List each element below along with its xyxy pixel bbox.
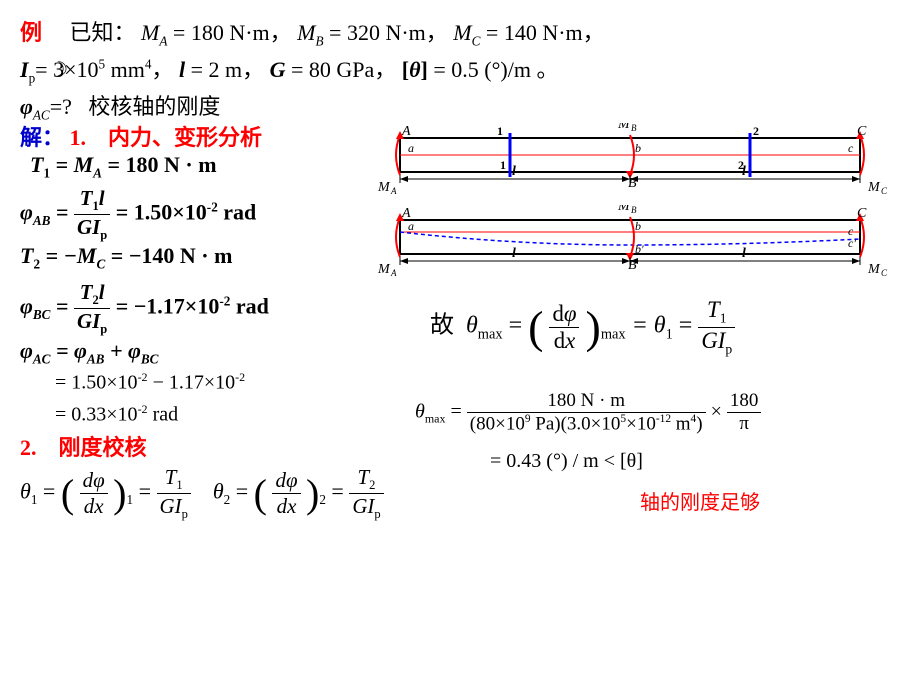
phiac-result: = 0.33×10-2 rad bbox=[55, 402, 178, 427]
svg-text:A: A bbox=[401, 124, 411, 139]
solution-header: 解： 1. 内力、变形分析 bbox=[20, 120, 262, 152]
thetamax-calc: θmax = 180 N · m(80×109 Pa)(3.0×105×10-1… bbox=[415, 390, 761, 435]
svg-text:M: M bbox=[617, 123, 631, 132]
given-label: 已知： bbox=[70, 20, 136, 45]
problem-line1: 例 已知： MA = 180 N·m， MB = 320 N·m， MC = 1… bbox=[20, 15, 605, 49]
phiac-equation: φAC = φAB + φBC bbox=[20, 338, 158, 367]
thetamax-result: = 0.43 (°) / m < [θ] bbox=[490, 450, 643, 473]
svg-text:B: B bbox=[631, 123, 637, 133]
svg-text:C: C bbox=[857, 206, 867, 221]
svg-text:M: M bbox=[867, 262, 881, 277]
problem-line3: φAC=? 校核轴的刚度 bbox=[20, 89, 220, 123]
svg-text:l: l bbox=[512, 246, 516, 261]
svg-text:l: l bbox=[742, 246, 746, 261]
svg-text:b': b' bbox=[635, 242, 644, 256]
check-label: 校核轴的刚度 bbox=[88, 94, 220, 119]
phiac-calc: = 1.50×10-2 − 1.17×10-2 bbox=[55, 370, 245, 395]
svg-text:B: B bbox=[631, 205, 637, 215]
svg-text:M: M bbox=[377, 180, 391, 195]
phibc-equation: φBC = T2lGIp = −1.17×10-2 rad bbox=[20, 280, 269, 337]
t1-equation: T1 = MA = 180 N · m bbox=[30, 152, 217, 181]
beam-diagram-bottom: A B C a b b' c c' MB MA MC l l bbox=[370, 205, 900, 283]
conclusion: 轴的刚度足够 bbox=[640, 486, 760, 515]
step2-header: 2. 刚度校核 bbox=[20, 430, 147, 462]
svg-text:b: b bbox=[635, 141, 641, 155]
svg-text:b: b bbox=[635, 219, 641, 233]
example-label: 例 bbox=[20, 20, 42, 45]
svg-text:1: 1 bbox=[500, 158, 506, 172]
problem-line2: Ip= 3☽×105 mm4， l = 2 m， G = 80 GPa， [θ]… bbox=[20, 52, 558, 86]
svg-text:1: 1 bbox=[497, 124, 503, 138]
thetamax-eq: 故 θmax = ( dφdx )max = θ1 = T1GIp bbox=[430, 297, 735, 357]
svg-text:a: a bbox=[408, 141, 414, 155]
svg-text:a: a bbox=[408, 219, 414, 233]
svg-text:C: C bbox=[881, 268, 888, 278]
svg-text:A: A bbox=[390, 268, 397, 278]
phiab-equation: φAB = T1lGIp = 1.50×10-2 rad bbox=[20, 186, 256, 243]
svg-text:C: C bbox=[881, 186, 888, 196]
svg-text:l: l bbox=[512, 164, 516, 179]
svg-text:C: C bbox=[857, 124, 867, 139]
svg-text:M: M bbox=[617, 205, 631, 214]
svg-text:M: M bbox=[377, 262, 391, 277]
svg-text:c: c bbox=[848, 141, 854, 155]
svg-text:A: A bbox=[390, 186, 397, 196]
t2-equation: T2 = −MC = −140 N · m bbox=[20, 243, 232, 272]
svg-text:M: M bbox=[867, 180, 881, 195]
svg-text:l: l bbox=[742, 164, 746, 179]
theta-row: θ1 = ( dφdx )1 = T1GIp θ2 = ( dφdx )2 = … bbox=[20, 465, 384, 522]
beam-diagram-top: A B C 1 1 2 2 a b c MB MA MC l l bbox=[370, 123, 900, 201]
svg-text:2: 2 bbox=[753, 124, 759, 138]
svg-text:c': c' bbox=[848, 236, 856, 250]
